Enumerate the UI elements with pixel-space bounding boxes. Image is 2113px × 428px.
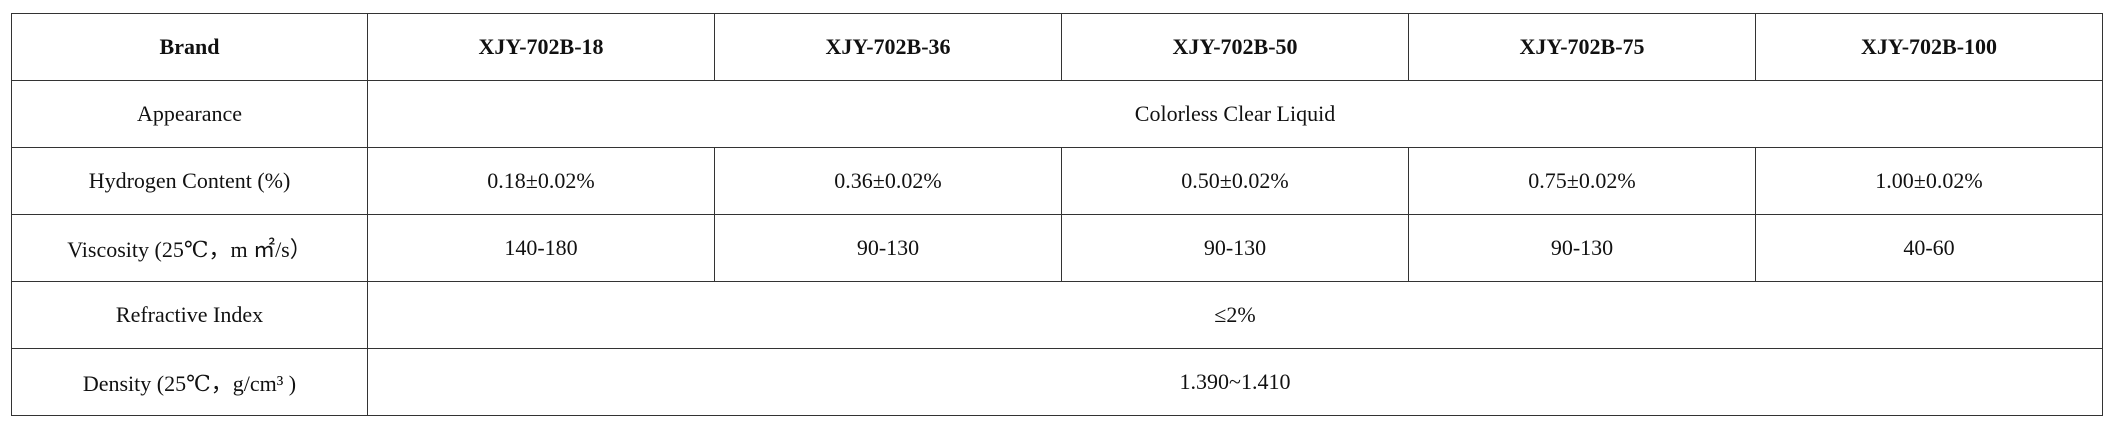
cell: 0.50±0.02%	[1061, 147, 1409, 215]
row-label: Viscosity (25℃，m ㎡/s）	[11, 214, 368, 282]
cell: 0.75±0.02%	[1408, 147, 1756, 215]
spec-table: Brand XJY-702B-18 XJY-702B-36 XJY-702B-50 XJ…	[11, 13, 2103, 416]
row-label: Hydrogen Content (%)	[11, 147, 368, 215]
header-cell: XJY-702B-100	[1755, 13, 2103, 81]
cell: 90-130	[1408, 214, 1756, 282]
cell: 1.00±0.02%	[1755, 147, 2103, 215]
cell: ≤2%	[367, 281, 2103, 349]
row-label: Density (25℃，g/cm³ )	[11, 348, 368, 416]
table-row: Density (25℃，g/cm³ ) 1.390~1.410	[11, 348, 2103, 416]
cell: Colorless Clear Liquid	[367, 80, 2103, 148]
header-cell: XJY-702B-18	[367, 13, 715, 81]
header-row: Brand XJY-702B-18 XJY-702B-36 XJY-702B-50 XJ…	[11, 13, 2103, 81]
table-row: Refractive Index ≤2%	[11, 281, 2103, 349]
table-row: Appearance Colorless Clear Liquid	[11, 80, 2103, 148]
cell: 90-130	[1061, 214, 1409, 282]
cell: 1.390~1.410	[367, 348, 2103, 416]
table-container: Brand XJY-702B-18 XJY-702B-36 XJY-702B-50 XJ…	[11, 13, 2103, 416]
row-label: Appearance	[11, 80, 368, 148]
cell: 90-130	[714, 214, 1062, 282]
header-cell: Brand	[11, 13, 368, 81]
table-row: Viscosity (25℃，m ㎡/s） 140-180 90-130 90-130…	[11, 214, 2103, 282]
header-cell: XJY-702B-36	[714, 13, 1062, 81]
cell: 0.36±0.02%	[714, 147, 1062, 215]
cell: 140-180	[367, 214, 715, 282]
header-cell: XJY-702B-50	[1061, 13, 1409, 81]
cell: 40-60	[1755, 214, 2103, 282]
row-label: Refractive Index	[11, 281, 368, 349]
table-row: Hydrogen Content (%) 0.18±0.02% 0.36±0.02%…	[11, 147, 2103, 215]
header-cell: XJY-702B-75	[1408, 13, 1756, 81]
cell: 0.18±0.02%	[367, 147, 715, 215]
